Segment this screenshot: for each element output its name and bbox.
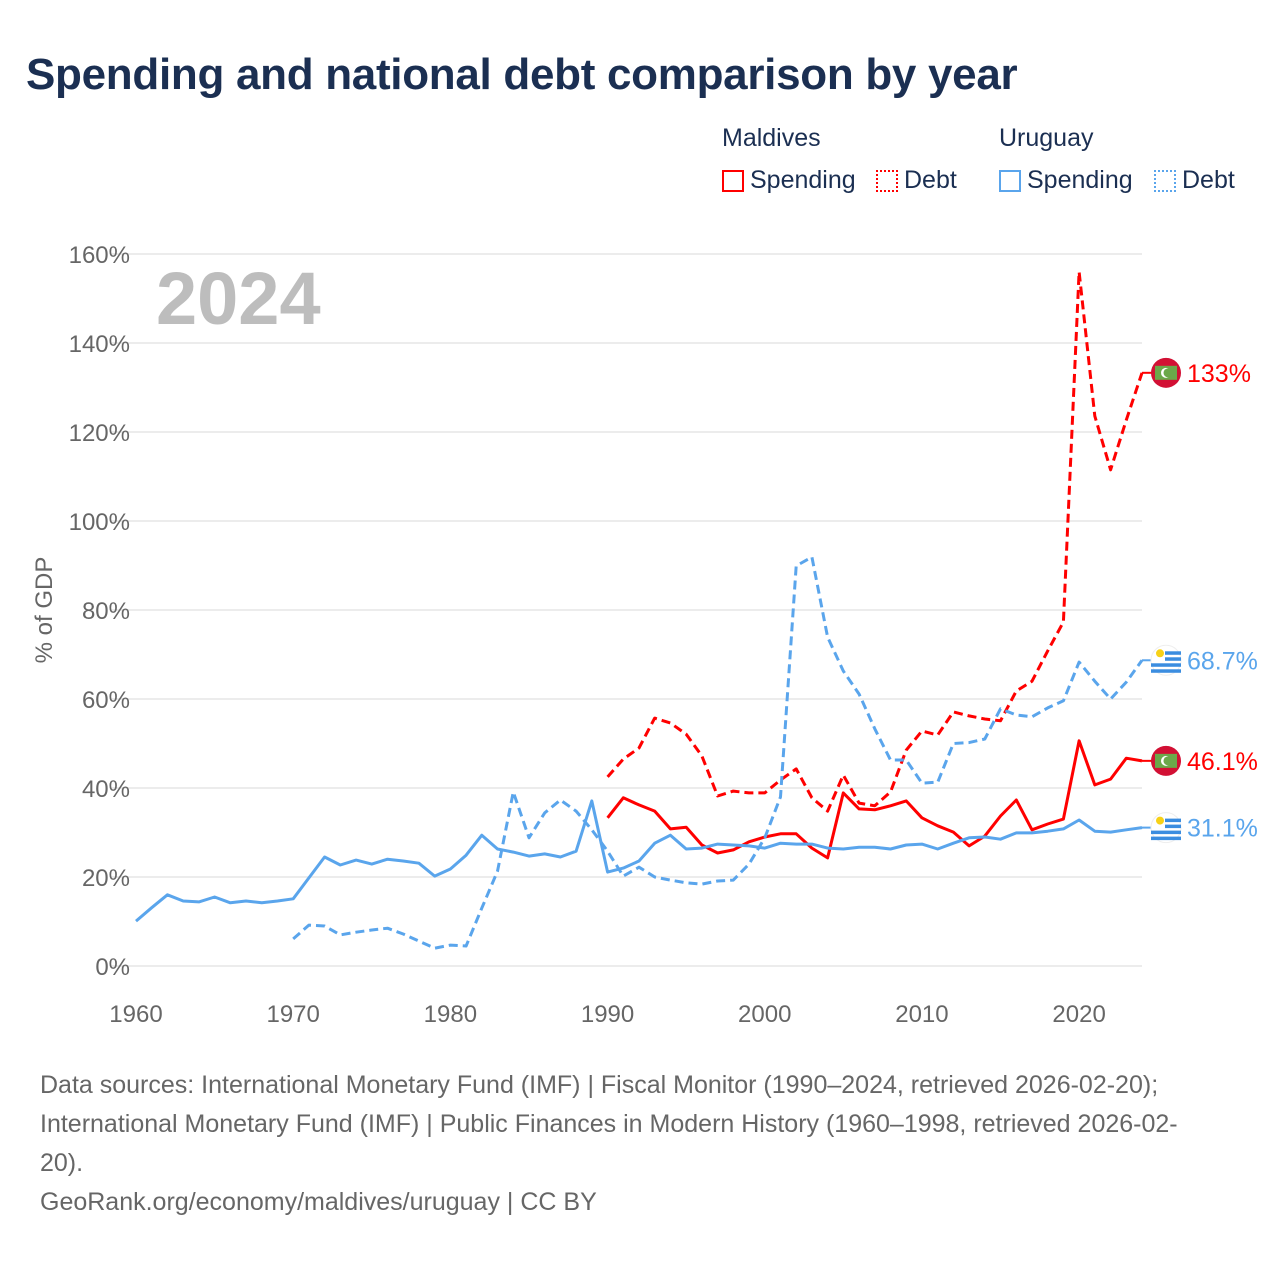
uruguay-flag-icon <box>1151 830 1181 835</box>
year-watermark: 2024 <box>156 257 321 340</box>
legend-maldives-spending[interactable]: Spending <box>722 166 856 195</box>
end-value-label: 133% <box>1187 360 1251 388</box>
uruguay-flag-icon <box>1165 651 1181 655</box>
series-line-uruguay-debt <box>292 555 1144 950</box>
uruguay-flag-icon <box>1156 816 1164 825</box>
y-axis-label: % of GDP <box>31 557 58 664</box>
x-tick-label: 1970 <box>266 1001 319 1028</box>
legend-uruguay-debt[interactable]: Debt <box>1154 166 1235 195</box>
footer: Data sources: International Monetary Fun… <box>40 1066 1240 1222</box>
chart-plot: 0% 20% 40% 60% 80% 100% 120% 140% 160% 1960 1970 19… <box>31 242 1258 1028</box>
y-tick-label: 160% <box>69 242 130 269</box>
y-tick-label: 120% <box>69 420 130 447</box>
series-line-maldives-debt <box>606 270 1144 813</box>
chart-title: Spending and national debt comparison by… <box>26 50 1018 99</box>
x-tick-label: 1990 <box>581 1001 634 1028</box>
y-tick-label: 0% <box>95 954 130 981</box>
y-tick-label: 80% <box>82 598 130 625</box>
legend-uruguay-spending[interactable]: Spending <box>999 166 1133 195</box>
source-line: International Monetary Fund (IMF) | Publ… <box>40 1110 1178 1138</box>
uruguay-flag-icon <box>1165 824 1181 829</box>
dotted-swatch-icon <box>1154 169 1176 192</box>
x-tick-label: 2010 <box>895 1001 948 1028</box>
uruguay-flag-icon <box>1151 836 1181 841</box>
legend-label: Debt <box>1182 166 1235 194</box>
uruguay-flag-icon <box>1151 669 1181 673</box>
y-tick-label: 60% <box>82 687 130 714</box>
maldives-flag-icon <box>1163 756 1173 766</box>
source-line: Data sources: International Monetary Fun… <box>40 1071 1159 1099</box>
source-line: 20). <box>40 1149 84 1177</box>
legend-label: Spending <box>750 166 856 194</box>
dotted-swatch-icon <box>876 169 898 192</box>
x-tick-label: 2000 <box>738 1001 791 1028</box>
uruguay-flag-icon <box>1151 663 1181 667</box>
legend-maldives-debt[interactable]: Debt <box>876 166 957 195</box>
end-value-label: 68.7% <box>1187 647 1258 675</box>
attribution-link[interactable]: GeoRank.org/economy/maldives/uruguay | C… <box>40 1188 597 1216</box>
maldives-flag-icon <box>1163 368 1173 378</box>
y-tick-label: 40% <box>82 776 130 803</box>
solid-swatch-icon <box>999 169 1021 192</box>
x-tick-label: 2020 <box>1052 1001 1105 1028</box>
y-tick-label: 20% <box>82 865 130 892</box>
uruguay-flag-icon <box>1165 818 1181 823</box>
y-tick-label: 100% <box>69 509 130 536</box>
series-line-maldives-spending <box>606 739 1143 860</box>
uruguay-flag-icon <box>1165 657 1181 661</box>
series-line-uruguay-spending <box>135 799 1143 923</box>
legend-group-maldives: Maldives <box>722 124 821 152</box>
solid-swatch-icon <box>722 169 744 192</box>
legend-group-uruguay: Uruguay <box>999 124 1094 152</box>
legend-label: Debt <box>904 166 957 194</box>
x-tick-label: 1980 <box>424 1001 477 1028</box>
legend-label: Spending <box>1027 166 1133 194</box>
uruguay-flag-icon <box>1156 649 1164 658</box>
end-value-label: 31.1% <box>1187 815 1258 843</box>
y-tick-label: 140% <box>69 331 130 358</box>
end-value-label: 46.1% <box>1187 748 1258 776</box>
x-tick-label: 1960 <box>109 1001 162 1028</box>
